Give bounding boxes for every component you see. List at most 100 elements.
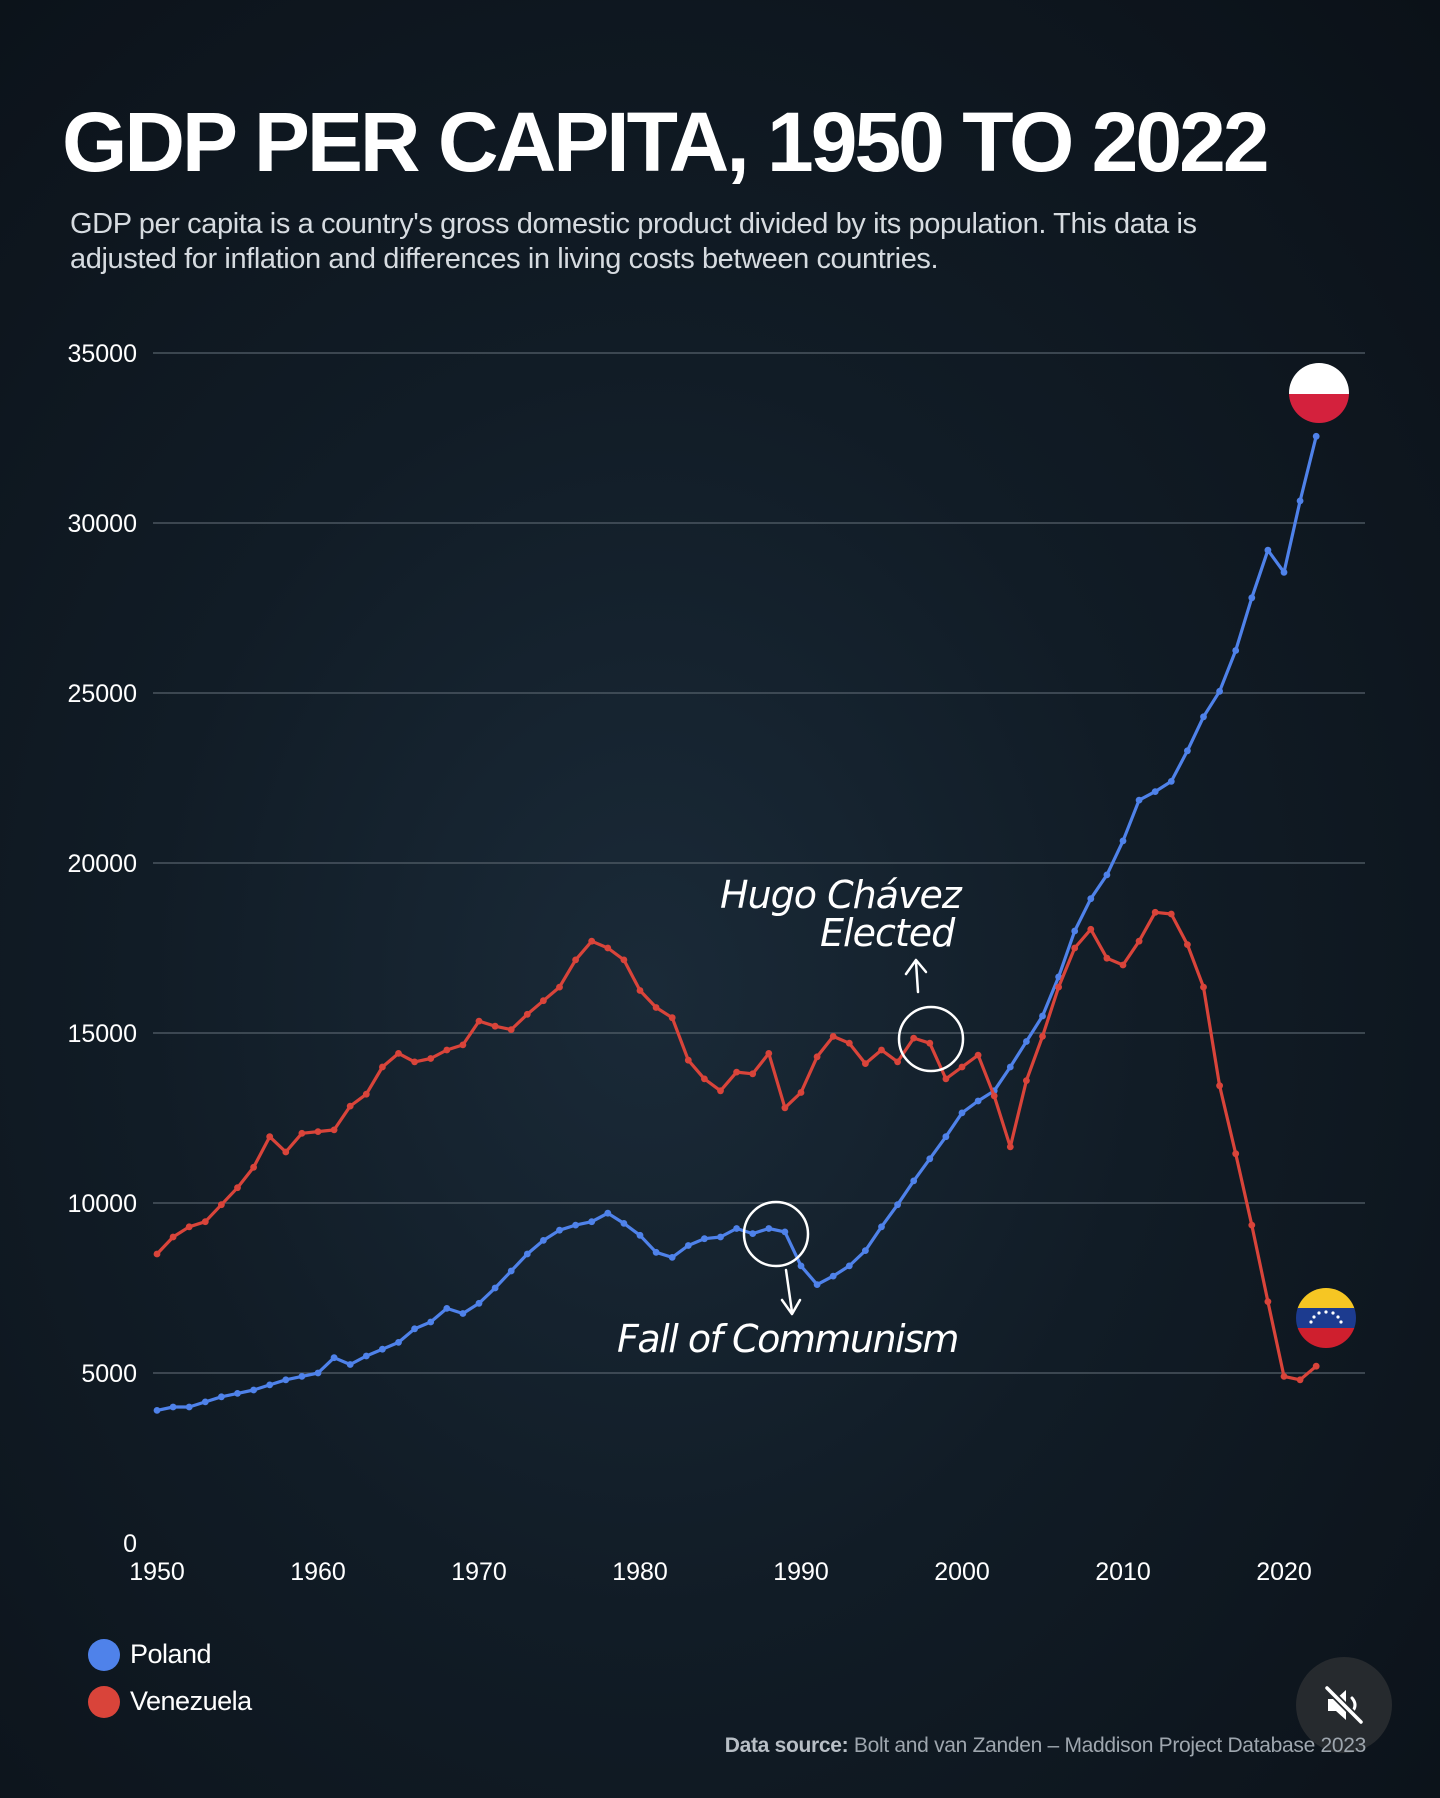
data-point-venezuela-1992	[829, 1033, 837, 1040]
data-point-venezuela-1990	[797, 1089, 805, 1096]
data-point-poland-1978	[604, 1209, 612, 1217]
x-tick-label-1990: 1990	[773, 1558, 829, 1586]
chart-subtitle: GDP per capita is a country's gross dome…	[70, 208, 1197, 275]
data-point-poland-1973	[523, 1250, 531, 1258]
data-point-poland-2009	[1103, 871, 1111, 879]
data-point-venezuela-2008	[1087, 925, 1095, 933]
data-point-poland-2013	[1167, 778, 1175, 785]
data-point-poland-1985	[717, 1233, 724, 1241]
y-tick-label-10000: 10000	[67, 1190, 137, 1218]
x-tick-label-2000: 2000	[934, 1558, 990, 1586]
data-point-venezuela-1967	[427, 1055, 435, 1062]
data-point-venezuela-1984	[701, 1075, 708, 1083]
chavez-arrow-icon	[904, 958, 928, 994]
data-point-venezuela-2012	[1151, 908, 1159, 916]
data-point-poland-2005	[1039, 1012, 1046, 1020]
series-poland	[153, 432, 1320, 1414]
data-point-venezuela-1955	[234, 1184, 241, 1192]
data-point-venezuela-1951	[169, 1233, 177, 1241]
data-point-venezuela-1963	[362, 1090, 370, 1098]
data-point-poland-2004	[1023, 1038, 1030, 1045]
data-point-poland-1983	[684, 1242, 692, 1249]
data-point-venezuela-1989	[781, 1104, 789, 1112]
series-line-venezuela	[155, 910, 1318, 1382]
data-point-venezuela-1983	[684, 1056, 692, 1064]
data-point-venezuela-1959	[298, 1129, 306, 1137]
data-point-venezuela-2019	[1264, 1298, 1272, 1305]
data-point-venezuela-1958	[282, 1148, 290, 1156]
data-point-venezuela-2013	[1167, 910, 1175, 918]
data-point-venezuela-1998	[926, 1039, 934, 1047]
data-point-poland-1989	[781, 1228, 789, 1236]
data-source-label: Data source:	[724, 1734, 849, 1757]
data-point-venezuela-1953	[201, 1218, 209, 1226]
chart-legend: Poland Venezuela	[88, 1631, 252, 1725]
data-point-poland-2000	[958, 1109, 966, 1117]
data-point-poland-2003	[1006, 1063, 1014, 1071]
y-tick-label-35000: 35000	[67, 340, 137, 368]
data-point-poland-1975	[556, 1226, 563, 1234]
data-point-poland-1959	[298, 1373, 306, 1380]
data-point-poland-1990	[797, 1262, 805, 1270]
data-point-venezuela-1975	[556, 983, 563, 991]
communism-arrow-icon	[780, 1268, 802, 1316]
legend-label-poland: Poland	[130, 1639, 212, 1669]
y-tick-label-15000: 15000	[67, 1020, 137, 1048]
x-tick-label-1970: 1970	[451, 1558, 507, 1586]
chavez-annotation-line1: Hugo Chávez	[720, 873, 963, 917]
y-tick-label-30000: 30000	[67, 510, 137, 538]
data-point-poland-1951	[169, 1403, 177, 1411]
data-point-venezuela-2016	[1216, 1082, 1223, 1090]
data-point-poland-1987	[749, 1230, 757, 1237]
data-source: Data source: Bolt and van Zanden – Maddi…	[724, 1734, 1367, 1758]
data-point-venezuela-1973	[523, 1010, 531, 1018]
data-point-venezuela-1965	[395, 1050, 402, 1057]
data-point-venezuela-1970	[475, 1017, 483, 1025]
data-point-venezuela-1962	[346, 1102, 354, 1110]
data-source-text: Bolt and van Zanden – Maddison Project D…	[853, 1734, 1366, 1757]
data-point-venezuela-1988	[765, 1050, 773, 1057]
data-point-poland-2008	[1087, 895, 1095, 903]
data-point-venezuela-2006	[1055, 983, 1062, 991]
chavez-highlight-circle	[897, 1005, 965, 1073]
data-point-poland-1982	[668, 1254, 676, 1261]
data-point-poland-1980	[636, 1231, 644, 1239]
poland-flag-icon	[1289, 363, 1349, 423]
data-point-poland-1984	[701, 1235, 708, 1243]
series-line-poland	[155, 434, 1318, 1413]
data-point-venezuela-2009	[1103, 954, 1111, 962]
data-point-poland-1965	[395, 1339, 402, 1346]
grid-lines	[153, 352, 1365, 1374]
data-point-poland-1955	[234, 1390, 241, 1397]
data-point-poland-1962	[346, 1361, 354, 1368]
data-point-venezuela-1964	[379, 1063, 386, 1071]
data-point-venezuela-1960	[314, 1128, 322, 1135]
data-point-poland-1994	[862, 1247, 869, 1254]
data-point-venezuela-2017	[1232, 1150, 1240, 1158]
data-point-venezuela-1977	[588, 937, 596, 945]
data-point-poland-1986	[733, 1225, 740, 1232]
data-point-poland-2015	[1200, 713, 1207, 721]
data-point-poland-1969	[459, 1310, 467, 1317]
data-point-poland-1967	[427, 1318, 435, 1326]
data-point-poland-1998	[926, 1155, 934, 1163]
data-point-venezuela-1968	[443, 1046, 451, 1054]
data-point-venezuela-1957	[266, 1133, 274, 1141]
mute-button[interactable]	[1296, 1657, 1392, 1753]
data-point-poland-1966	[411, 1325, 418, 1333]
chavez-annotation-line2: Elected	[820, 911, 956, 955]
data-point-poland-1957	[266, 1381, 274, 1389]
data-point-venezuela-2007	[1071, 944, 1079, 952]
y-tick-label-5000: 5000	[81, 1360, 137, 1388]
data-point-poland-2022	[1312, 432, 1320, 440]
data-point-poland-1968	[443, 1305, 451, 1312]
data-point-poland-1952	[185, 1403, 193, 1411]
data-point-venezuela-1954	[218, 1201, 225, 1209]
data-point-poland-1971	[491, 1284, 499, 1292]
x-tick-label-1950: 1950	[129, 1558, 185, 1586]
chart-title: GDP PER CAPITA, 1950 TO 2022	[62, 95, 1270, 189]
data-point-poland-2018	[1248, 594, 1256, 602]
x-tick-label-1960: 1960	[290, 1558, 346, 1586]
data-point-poland-1979	[620, 1220, 628, 1227]
